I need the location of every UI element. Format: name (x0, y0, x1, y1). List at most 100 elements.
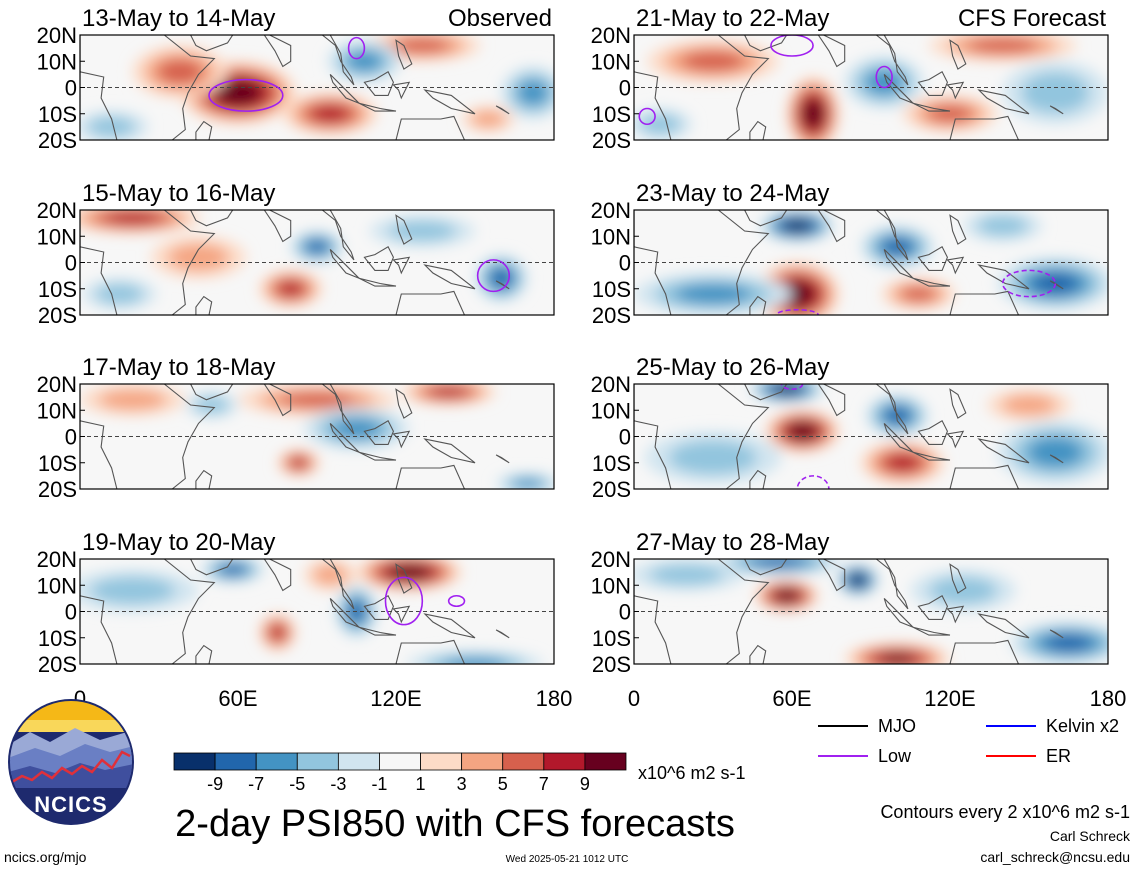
y-tick-label: 10N (37, 573, 77, 598)
panel: 27-May to 28-May (633, 529, 1109, 665)
colorbar-swatch (543, 752, 586, 771)
field-blob (346, 51, 382, 72)
coastline (865, 384, 909, 435)
footer-link[interactable]: ncics.org/mjo (4, 849, 87, 865)
y-tick-label: 20S (38, 128, 77, 153)
y-tick-label: 0 (619, 425, 631, 450)
coastline (813, 559, 846, 592)
field-blob (886, 454, 919, 471)
coastline (363, 420, 395, 445)
low-contour (780, 384, 804, 391)
y-tick-label: 10S (592, 626, 631, 651)
x-tick-label: 60E (218, 686, 257, 711)
coastline (392, 81, 411, 100)
colorbar-tick-label: 7 (539, 774, 549, 794)
panels: 13-May to 14-May Observed 15-May to 16-May… (79, 5, 1109, 665)
field-blob (977, 215, 1029, 236)
chart-title: 2-day PSI850 with CFS forecasts (175, 803, 735, 845)
field-blob (927, 105, 973, 123)
field-blob (220, 564, 245, 575)
low-contour (476, 259, 511, 293)
y-tick-label: 10N (591, 49, 631, 74)
coastline (749, 120, 767, 140)
footer-email[interactable]: carl_schreck@ncsu.edu (980, 849, 1130, 865)
coastline (164, 35, 234, 52)
coastline (164, 384, 234, 401)
field-blob (786, 285, 809, 303)
y-tick-label: 20N (591, 547, 631, 572)
coastline (946, 605, 965, 624)
colorbar-swatch (420, 752, 463, 771)
x-tick-label: 60E (772, 686, 811, 711)
field-blob (313, 564, 348, 585)
panel-label: Observed (448, 5, 552, 32)
coastline (1049, 280, 1064, 290)
field-blob (1021, 72, 1090, 113)
panel-title: 21-May to 22-May (636, 5, 829, 32)
coastline (259, 559, 292, 592)
coastline (977, 89, 1030, 115)
colorbar-swatch (461, 752, 504, 771)
coastline (977, 613, 1030, 639)
contour-note: Contours every 2 x10^6 m2 s-1 (880, 802, 1130, 822)
ncics-logo: NCICS (8, 699, 134, 825)
coastline (912, 277, 951, 287)
colorbar-swatch (173, 752, 216, 771)
field-blob (885, 407, 910, 424)
colorbar: -9 -7 -5 -3 -1 1 3 5 7 9 (173, 752, 627, 794)
field-blob (865, 69, 903, 95)
coastline (1049, 454, 1064, 464)
y-tick-label: 20N (591, 372, 631, 397)
coastline (164, 559, 234, 576)
field-blob (388, 220, 457, 242)
coastline (865, 210, 909, 261)
low-contour (770, 35, 814, 57)
coastline (865, 35, 909, 86)
coastline (813, 384, 846, 417)
field-blob (157, 59, 203, 85)
y-tick-label: 20N (591, 198, 631, 223)
x-axis-labels: 0 60E 120E 180 0 60E 120E 180 (74, 686, 1126, 711)
panel-title: 15-May to 16-May (82, 180, 275, 207)
colorbar-tick-label: 5 (498, 774, 508, 794)
coastline (164, 210, 234, 227)
low-contour (1001, 269, 1057, 298)
field-blob (307, 240, 327, 253)
coastline (423, 438, 476, 464)
field-blob (168, 243, 229, 271)
field-blob (792, 425, 813, 437)
field-blob (1046, 635, 1091, 651)
coastline (395, 639, 466, 664)
coastline (392, 430, 411, 449)
low-contour (447, 594, 466, 608)
field-blob (430, 386, 467, 397)
colorbar-tick-label: -7 (248, 774, 264, 794)
y-tick-label: 0 (619, 251, 631, 276)
field-blob (1027, 437, 1083, 468)
colorbar-tick-label: -3 (330, 774, 346, 794)
y-tick-label: 10N (37, 398, 77, 423)
coastline (311, 384, 355, 435)
y-tick-label: 20S (592, 477, 631, 502)
coastline (813, 35, 846, 68)
field-blob (491, 269, 512, 288)
x-tick-label: 120E (370, 686, 421, 711)
coastline (946, 81, 965, 100)
field-blob (852, 575, 864, 585)
coastline (311, 210, 355, 261)
y-tick-label: 10S (38, 626, 77, 651)
field-blob (755, 559, 803, 567)
footer-timestamp: Wed 2025-05-21 1012 UTC (506, 854, 629, 865)
colorbar-tick-label: 1 (416, 774, 426, 794)
coastline (917, 246, 949, 271)
coastline (395, 39, 413, 70)
panel-title: 19-May to 20-May (82, 529, 275, 556)
y-tick-label: 20S (592, 303, 631, 328)
coastline (423, 89, 476, 115)
y-tick-label: 10S (592, 451, 631, 476)
legend: MJO Kelvin x2 Low ER (818, 716, 1119, 766)
coastline (495, 454, 510, 464)
panel: 13-May to 14-May Observed (79, 5, 555, 141)
coastline (329, 249, 360, 279)
coastline (259, 384, 292, 417)
